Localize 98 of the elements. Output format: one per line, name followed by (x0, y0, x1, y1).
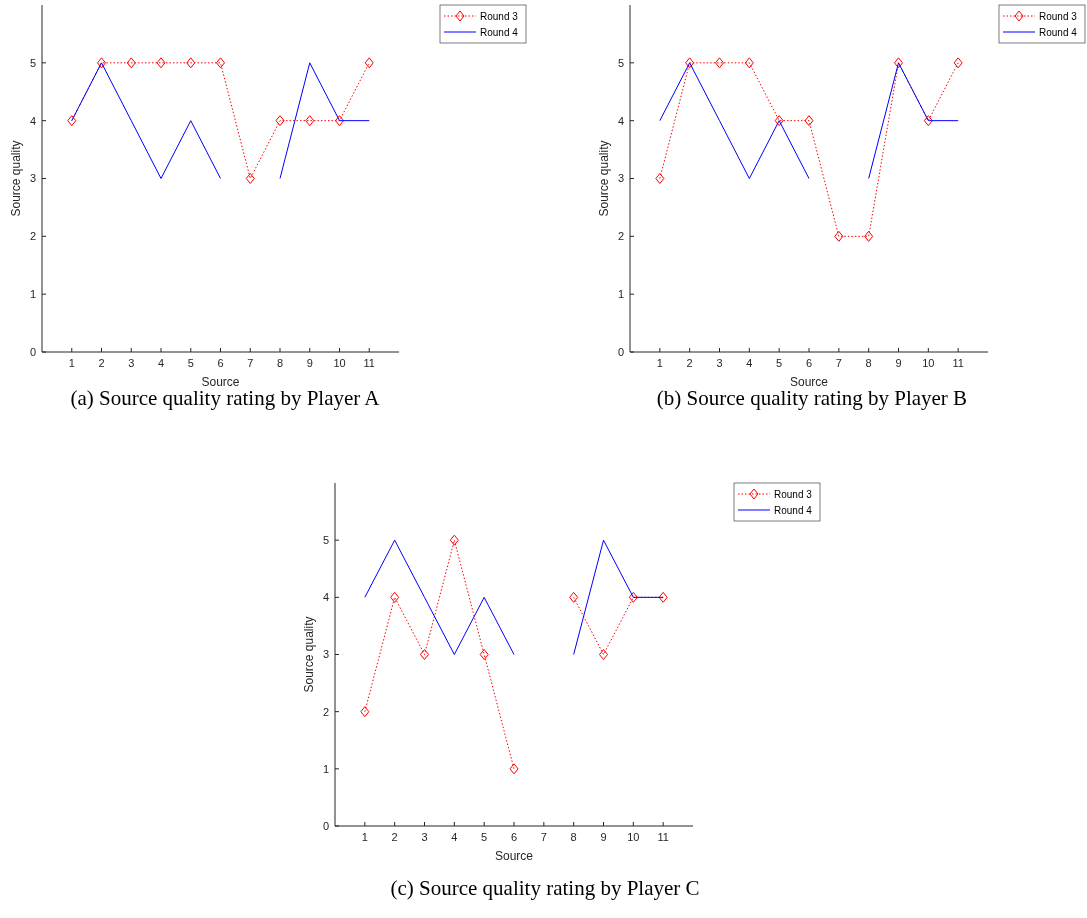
point (715, 57, 724, 69)
point (245, 173, 255, 184)
point (834, 230, 844, 242)
y-tick-label: 3 (617, 172, 624, 185)
point (97, 57, 106, 69)
x-axis-title: Source (201, 375, 240, 389)
x-tick-label: 3 (421, 831, 428, 843)
x-tick-label: 6 (805, 357, 813, 369)
point (628, 591, 638, 603)
point (923, 115, 933, 127)
text: (a) Source quality rating by Player A (70, 386, 381, 410)
x-tick-label: 6 (510, 831, 518, 843)
x-tick-label: 3 (716, 357, 723, 369)
point (658, 591, 668, 603)
x-tick-label: 3 (128, 357, 135, 369)
point (360, 706, 370, 718)
legend-label: Round 3 (480, 10, 519, 22)
point (804, 115, 814, 127)
x-tick-label: 9 (600, 831, 607, 843)
point (479, 649, 489, 660)
point (335, 115, 344, 127)
x-tick-label: 7 (540, 831, 547, 843)
x-tick-label: 7 (835, 357, 842, 369)
point (864, 230, 874, 242)
x-tick-label: 2 (98, 357, 105, 369)
x-tick-label: 5 (187, 357, 194, 369)
point (449, 534, 459, 546)
y-tick-label: 2 (29, 230, 36, 243)
x-tick-label: 4 (451, 831, 458, 843)
text: (c) Source quality rating by Player C (390, 876, 700, 900)
point (655, 173, 665, 184)
x-tick-label: 10 (922, 357, 935, 369)
x-tick-label: 4 (746, 357, 753, 369)
x-tick-label: 9 (306, 357, 313, 369)
point (509, 763, 519, 775)
x-tick-label: 11 (363, 357, 375, 369)
point (216, 57, 225, 69)
point (953, 57, 963, 69)
y-tick-label: 1 (322, 762, 329, 775)
point (774, 115, 784, 127)
x-tick-label: 10 (333, 357, 346, 369)
legend-label: Round 3 (1039, 10, 1078, 22)
x-tick-label: 11 (952, 357, 964, 369)
x-tick-label: 5 (776, 357, 783, 369)
y-tick-label: 5 (29, 56, 36, 69)
x-tick-label: 6 (217, 357, 224, 369)
x-tick-label: 2 (686, 357, 693, 369)
x-tick-label: 7 (247, 357, 254, 369)
y-tick-label: 5 (617, 56, 624, 69)
x-tick-label: 1 (68, 357, 75, 369)
y-axis-title: Source quality (302, 616, 316, 693)
y-tick-label: 0 (322, 819, 329, 832)
point (305, 115, 315, 127)
point (156, 57, 166, 69)
x-tick-label: 11 (657, 831, 669, 843)
legend-label: Round 4 (774, 504, 813, 516)
y-tick-label: 4 (617, 114, 624, 127)
point (685, 57, 695, 69)
x-tick-label: 5 (481, 831, 488, 843)
x-tick-label: 9 (895, 357, 902, 369)
x-tick-label: 10 (627, 831, 640, 843)
y-tick-label: 3 (29, 172, 36, 185)
point (569, 591, 579, 603)
y-tick-label: 3 (322, 648, 329, 661)
point (599, 649, 608, 660)
legend-label: Round 4 (1039, 26, 1078, 38)
x-tick-label: 1 (361, 831, 368, 843)
y-tick-label: 4 (322, 591, 329, 604)
point (894, 57, 903, 69)
legend-label: Round 4 (480, 26, 519, 38)
point (390, 591, 400, 603)
x-tick-label: 8 (570, 831, 577, 843)
y-tick-label: 0 (29, 345, 36, 358)
y-tick-label: 1 (29, 288, 36, 301)
y-axis-title: Source quality (9, 140, 23, 217)
point (186, 57, 196, 69)
x-axis-title: Source (789, 375, 829, 389)
x-tick-label: 2 (391, 831, 398, 843)
x-tick-label: 4 (157, 357, 165, 369)
y-tick-label: 2 (322, 705, 329, 718)
point (67, 115, 77, 127)
point (744, 57, 754, 69)
y-tick-label: 1 (617, 288, 624, 301)
y-axis-title: Source quality (597, 140, 611, 217)
point (126, 57, 136, 69)
x-tick-label: 8 (276, 357, 284, 369)
point (364, 57, 374, 69)
x-axis-title: Source (494, 849, 534, 863)
point (420, 649, 429, 660)
text: (b) Source quality rating by Player B (656, 386, 968, 410)
point (275, 115, 285, 127)
legend-label: Round 3 (774, 488, 813, 500)
y-tick-label: 4 (29, 114, 36, 127)
x-tick-label: 8 (865, 357, 872, 369)
y-tick-label: 2 (617, 230, 624, 243)
x-tick-label: 1 (656, 357, 663, 369)
y-tick-label: 5 (322, 534, 329, 547)
y-tick-label: 0 (617, 345, 624, 358)
